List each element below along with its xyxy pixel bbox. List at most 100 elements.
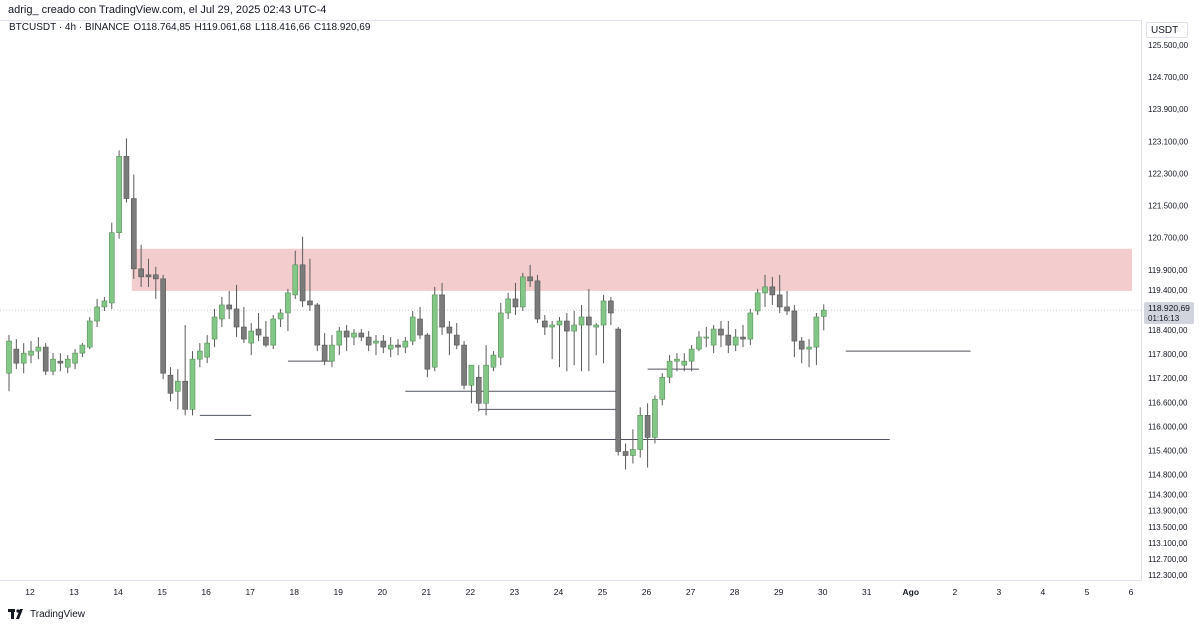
close-value: C118.920,69 (313, 22, 371, 33)
candle-down (740, 336, 746, 340)
candle-down (314, 304, 321, 346)
candle-down (13, 348, 20, 364)
chart-plot-area[interactable] (0, 20, 1142, 580)
candle-up (219, 304, 225, 320)
candle-up (248, 330, 255, 344)
candle-up (285, 292, 291, 314)
candle-up (813, 316, 820, 348)
candle-down (542, 320, 548, 328)
candle-down (776, 294, 783, 308)
time-tick-label: 29 (774, 587, 784, 597)
candle-down (130, 198, 137, 270)
currency-button[interactable]: USDT (1146, 22, 1188, 38)
candle-down (42, 346, 49, 372)
candle-up (373, 340, 379, 344)
candle-up (490, 354, 497, 368)
candle-up (637, 415, 644, 450)
price-tick-label: 115.400,00 (1148, 446, 1188, 455)
candle-up (6, 340, 12, 374)
candle-up (64, 358, 71, 368)
price-tick-label: 116.600,00 (1148, 398, 1188, 407)
time-tick-label: 2 (952, 587, 957, 597)
candle-up (600, 300, 607, 326)
candle-up (505, 298, 511, 314)
candle-up (277, 312, 284, 320)
candle-up (732, 336, 739, 346)
candle-countdown-label: 01:16:13 (1148, 314, 1180, 323)
candle-up (189, 358, 196, 410)
time-tick-label: 23 (510, 587, 520, 597)
candle-down (564, 320, 570, 332)
price-tick-label: 113.500,00 (1148, 523, 1188, 532)
candle-down (299, 264, 306, 302)
candle-down (321, 344, 328, 362)
footer-brand[interactable]: TradingView (8, 606, 85, 622)
candlestick-chart[interactable] (0, 21, 1142, 581)
candle-up (329, 344, 335, 362)
tradingview-logo-icon (8, 609, 23, 619)
price-scale[interactable]: 125.500,00 124.700,00 123.900,00 123.100,00… (1142, 20, 1200, 596)
time-tick-label: 21 (422, 587, 432, 597)
time-tick-label: 27 (686, 587, 696, 597)
price-tick-label: 119.400,00 (1148, 286, 1188, 295)
price-axis: 125.500,00 124.700,00 123.900,00 123.100,00… (1144, 41, 1194, 596)
price-tick-label: 114.300,00 (1148, 491, 1188, 500)
candle-down (453, 334, 460, 346)
candle-down (167, 374, 174, 394)
candle-up (431, 294, 438, 368)
price-tick-label: 114.800,00 (1148, 471, 1188, 480)
candle-up (50, 358, 56, 372)
price-tick-label: 122.300,00 (1148, 169, 1189, 178)
candle-down (343, 330, 350, 338)
candle-down (798, 340, 805, 350)
low-value: L118.416,66 (255, 22, 310, 33)
candle-down (380, 340, 387, 348)
price-tick-label: 112.700,00 (1148, 555, 1188, 564)
candle-up (409, 316, 416, 342)
time-tick-label: 30 (818, 587, 828, 597)
open-value: O118.764,85 (133, 22, 191, 33)
symbol-label[interactable]: BTCUSDT · 4h · BINANCE (9, 22, 130, 33)
candle-up (747, 312, 754, 340)
candle-down (160, 278, 166, 374)
price-tick-label: 117.800,00 (1148, 350, 1188, 359)
candle-down (365, 336, 372, 346)
candle-down (263, 336, 269, 346)
candle-down (358, 332, 365, 338)
price-tick-label: 123.900,00 (1148, 105, 1189, 114)
candle-down (527, 276, 533, 282)
resistance-zone (131, 248, 1133, 291)
last-price-label: 118.920,69 (1148, 303, 1190, 313)
time-tick-label: 17 (245, 587, 255, 597)
symbol-legend: BTCUSDT · 4h · BINANCE O118.764,85 H119.… (9, 22, 370, 33)
candle-up (108, 232, 115, 304)
candle-up (483, 364, 489, 404)
candle-up (351, 332, 357, 338)
candle-down (153, 274, 159, 280)
candle-down (439, 294, 445, 328)
candle-up (820, 309, 827, 317)
time-tick-label: 22 (466, 587, 476, 597)
candle-up (116, 156, 122, 233)
candle-down (512, 298, 519, 308)
time-scale[interactable]: 12 13 14 15 16 17 18 19 20 21 22 23 24 25 26 27 28 29 30 31… (0, 580, 1142, 604)
time-tick-label: 26 (642, 587, 652, 597)
candle-up (175, 380, 181, 392)
price-tick-label: 113.900,00 (1148, 507, 1188, 516)
candle-up (578, 316, 585, 326)
candle-down (475, 376, 482, 404)
candle-up (710, 328, 717, 346)
candle-up (292, 264, 299, 296)
time-tick-label: 24 (554, 587, 564, 597)
candle-up (336, 330, 343, 346)
candle-up (593, 324, 600, 328)
candle-up (556, 320, 563, 326)
candle-down (57, 360, 64, 364)
price-tick-label: 117.200,00 (1148, 374, 1188, 383)
time-tick-label: 16 (201, 587, 211, 597)
candle-down (255, 328, 262, 336)
candle-up (28, 350, 34, 356)
time-tick-label: 31 (862, 587, 872, 597)
candle-down (307, 300, 313, 306)
time-tick-label: 19 (334, 587, 344, 597)
